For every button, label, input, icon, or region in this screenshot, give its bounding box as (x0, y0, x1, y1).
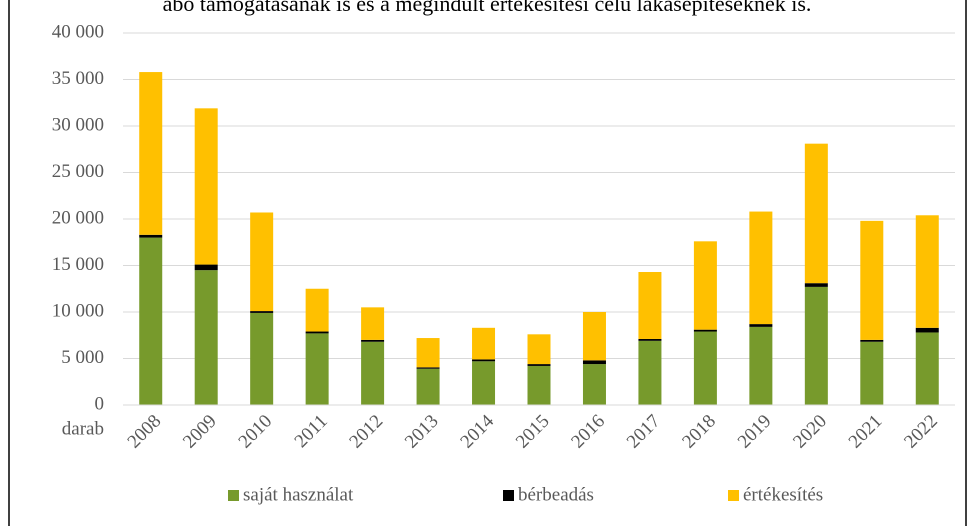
bar-segment (804, 286, 828, 405)
header-text: abó támogatásának is és a megindult érté… (163, 0, 812, 16)
bar-segment (139, 234, 163, 238)
bar-segment (749, 324, 773, 327)
bar-segment (416, 367, 440, 369)
bar-segment (693, 241, 717, 330)
bar-segment (582, 312, 606, 361)
x-tick-label: 2019 (734, 411, 776, 453)
x-tick-label: 2012 (345, 411, 387, 453)
x-tick-label: 2013 (401, 411, 443, 453)
bar-segment (139, 237, 163, 405)
bar-segment (638, 272, 662, 339)
bar-segment (472, 327, 496, 360)
legend-swatch (228, 490, 239, 501)
legend-label: bérbeadás (518, 484, 594, 505)
y-tick-label: 15 000 (52, 254, 104, 275)
y-tick-label: 40 000 (52, 21, 104, 42)
legend-swatch (728, 490, 739, 501)
bar-segment (915, 215, 939, 328)
bar-segment (361, 339, 385, 342)
y-tick-label: 35 000 (52, 68, 104, 89)
frame (8, 0, 967, 526)
bar-segment (416, 338, 440, 368)
y-tick-label: 10 000 (52, 300, 104, 321)
x-tick-label: 2009 (179, 411, 221, 453)
bar-segment (638, 340, 662, 405)
bar-segment (804, 283, 828, 287)
x-tick-label: 2016 (567, 411, 609, 453)
x-tick-label: 2017 (623, 411, 665, 453)
x-tick-label: 2015 (512, 411, 554, 453)
bar-segment (250, 311, 274, 313)
y-tick-label: 30 000 (52, 114, 104, 135)
bar-segment (860, 220, 884, 340)
x-tick-label: 2008 (124, 411, 166, 453)
bar-segment (527, 364, 551, 366)
bar-segment (749, 211, 773, 325)
bar-segment (194, 270, 218, 405)
bar-segment (139, 72, 163, 235)
bar-segment (527, 365, 551, 405)
x-tick-label: 2010 (235, 411, 277, 453)
bar-segment (860, 339, 884, 342)
bar-segment (915, 332, 939, 405)
x-tick-label: 2018 (678, 411, 720, 453)
bar-segment (361, 341, 385, 405)
x-tick-label: 2021 (845, 411, 887, 453)
x-tick-label: 2020 (789, 411, 831, 453)
bar-segment (361, 307, 385, 340)
bar-segment (693, 331, 717, 405)
bar-segment (305, 331, 329, 334)
bar-segment (250, 212, 274, 312)
bar-segment (250, 312, 274, 405)
bar-segment (582, 364, 606, 405)
y-tick-label: 20 000 (52, 207, 104, 228)
bar-segment (860, 341, 884, 405)
bar-segment (582, 360, 606, 365)
legend-swatch (503, 490, 514, 501)
y-tick-label: 0 (95, 393, 105, 414)
bar-segment (749, 326, 773, 405)
bar-segment (804, 143, 828, 284)
x-tick-label: 2014 (456, 410, 498, 452)
bar-segment (194, 264, 218, 271)
bar-segment (416, 368, 440, 405)
y-tick-label: 5 000 (61, 347, 104, 368)
legend-label: saját használat (243, 484, 354, 505)
bar-segment (638, 338, 662, 341)
bar-segment (472, 359, 496, 362)
x-tick-label: 2022 (900, 411, 942, 453)
y-tick-label: 25 000 (52, 161, 104, 182)
bar-segment (527, 334, 551, 365)
x-tick-label: 2011 (291, 411, 332, 452)
bar-segment (472, 361, 496, 405)
bar-segment (915, 327, 939, 333)
bar-segment (693, 329, 717, 332)
y-axis-label: darab (62, 418, 104, 439)
bar-segment (305, 333, 329, 405)
bar-segment (305, 288, 329, 332)
bar-segment (194, 108, 218, 265)
legend-label: értékesítés (743, 484, 823, 505)
